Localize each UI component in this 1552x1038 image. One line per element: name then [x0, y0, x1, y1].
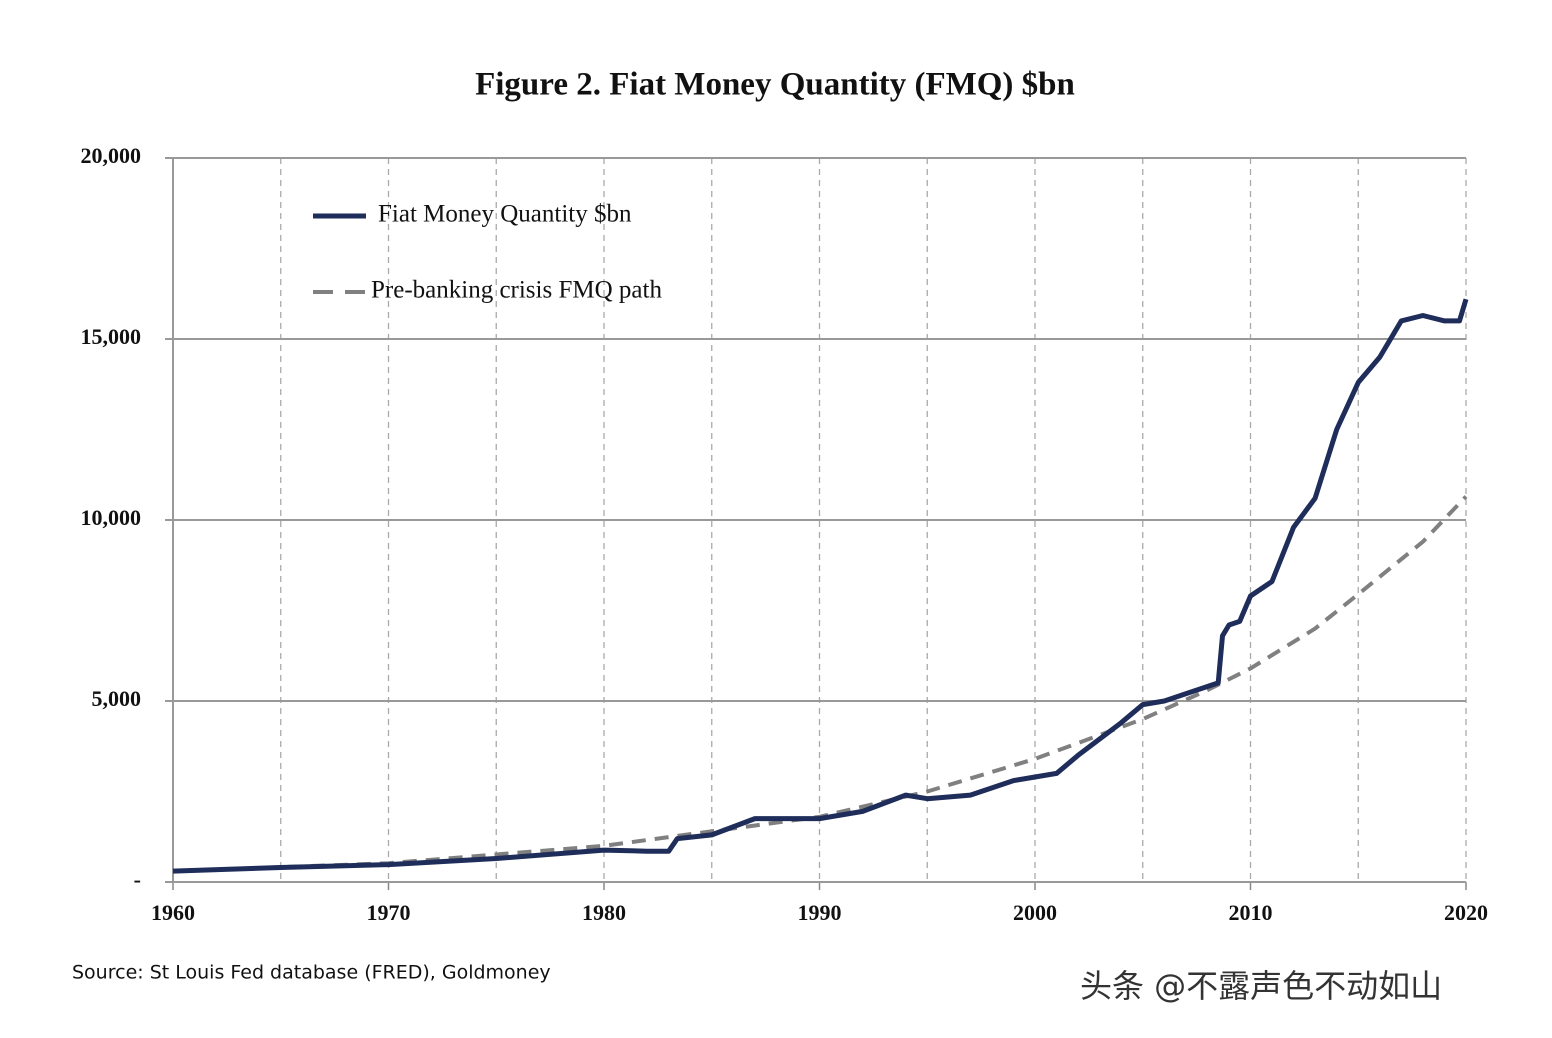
x-tick-label: 1970	[367, 900, 411, 925]
line-series	[172, 298, 1469, 874]
y-tick-label: 5,000	[92, 686, 142, 711]
x-tick-label: 1960	[151, 900, 195, 925]
source-note: Source: St Louis Fed database (FRED), Go…	[72, 962, 551, 984]
y-tick-label: 10,000	[81, 505, 142, 530]
x-tick-label: 1990	[798, 900, 842, 925]
x-tick-label: 2020	[1444, 900, 1488, 925]
legend-label: Fiat Money Quantity $bn	[378, 201, 632, 228]
y-tick-label: 20,000	[81, 143, 142, 168]
x-tick-label: 2000	[1013, 900, 1057, 925]
chart-title: Figure 2. Fiat Money Quantity (FMQ) $bn	[475, 67, 1075, 103]
x-tick-label: 1980	[582, 900, 626, 925]
y-tick-label: -	[134, 867, 141, 892]
watermark: 头条 @不露声色不动如山	[1080, 967, 1442, 1005]
x-tick-label: 2010	[1229, 900, 1273, 925]
legend-label: Pre-banking crisis FMQ path	[371, 277, 662, 304]
y-tick-label: 15,000	[81, 324, 142, 349]
line-series	[172, 495, 1468, 874]
